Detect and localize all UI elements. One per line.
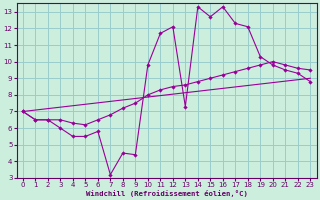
X-axis label: Windchill (Refroidissement éolien,°C): Windchill (Refroidissement éolien,°C) — [86, 190, 248, 197]
